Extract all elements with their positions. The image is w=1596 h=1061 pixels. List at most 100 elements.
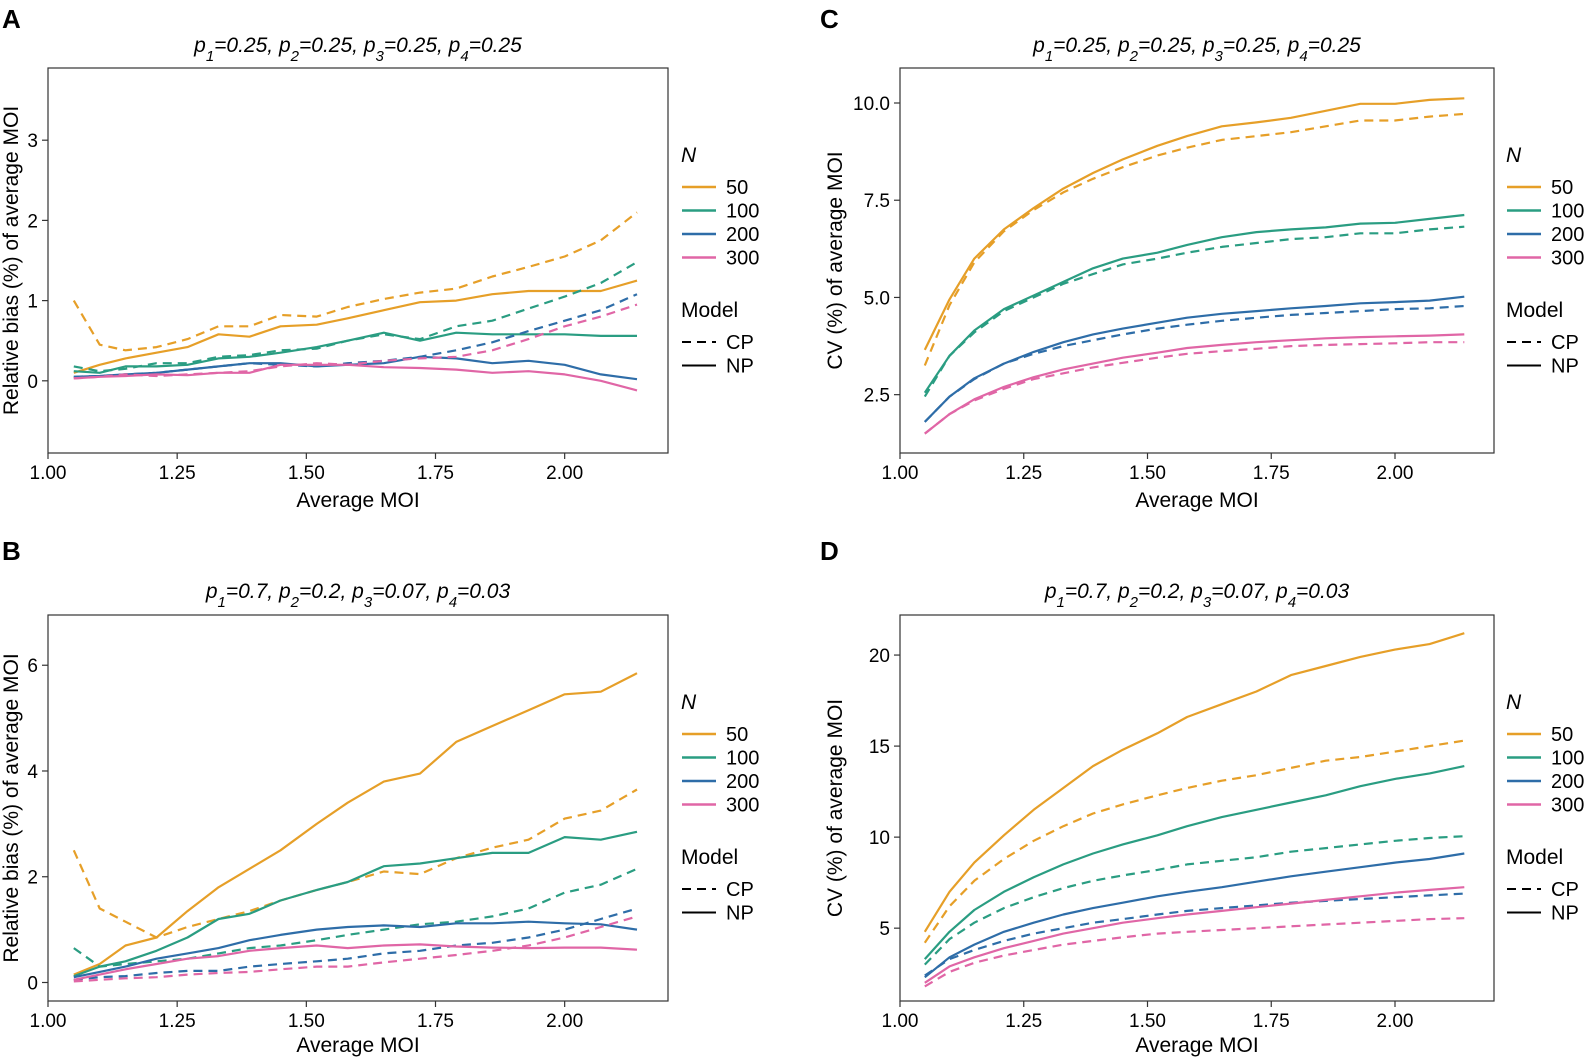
legend-label-np: NP xyxy=(726,903,754,925)
y-tick-label: 20 xyxy=(869,646,890,667)
y-tick-label: 4 xyxy=(27,762,38,783)
series-line-50-cp xyxy=(923,739,1465,944)
legend-title-n: N xyxy=(681,144,697,167)
legend-label-300: 300 xyxy=(726,795,759,817)
legend-title-model: Model xyxy=(1506,846,1563,869)
series-line-200-cp xyxy=(73,907,638,981)
legend-label-200: 200 xyxy=(726,771,759,793)
y-tick-label: 7.5 xyxy=(864,191,890,212)
x-tick-label: 2.00 xyxy=(546,1011,583,1032)
legend-label-50: 50 xyxy=(1551,177,1573,199)
x-tick-label: 1.00 xyxy=(882,463,919,484)
plot-frame xyxy=(47,67,669,454)
legend-title-n: N xyxy=(1506,144,1522,167)
legend-title-n: N xyxy=(681,691,697,714)
legend-title-model: Model xyxy=(681,846,738,869)
x-tick-label: 1.00 xyxy=(882,1011,919,1032)
series-line-300-cp xyxy=(73,915,638,983)
y-tick-label: 6 xyxy=(27,656,38,677)
legend-label-50: 50 xyxy=(726,724,748,746)
series-line-100-np xyxy=(73,830,638,978)
legend-label-200: 200 xyxy=(1551,771,1584,793)
series-line-300-np xyxy=(73,943,638,981)
series-line-100-np xyxy=(923,213,1465,394)
legend-label-300: 300 xyxy=(1551,248,1584,270)
series-line-50-cp xyxy=(923,112,1465,366)
series-line-100-np xyxy=(923,765,1465,960)
series-line-50-cp xyxy=(72,788,638,939)
plot-frame xyxy=(899,67,1495,454)
x-tick-label: 2.00 xyxy=(1377,463,1414,484)
series-line-300-np xyxy=(73,363,638,392)
legend-label-cp: CP xyxy=(1551,332,1579,354)
series-line-100-np xyxy=(73,331,637,374)
x-tick-label: 1.50 xyxy=(288,1011,325,1032)
panel-title: p1=0.25, p2=0.25, p3=0.25, p4=0.25 xyxy=(1032,34,1361,65)
y-tick-label: 1 xyxy=(27,292,38,313)
legend-label-300: 300 xyxy=(726,248,759,270)
legend-label-np: NP xyxy=(726,356,754,378)
legend-label-100: 100 xyxy=(726,201,759,223)
y-axis-label: CV (%) of average MOI xyxy=(824,151,847,369)
panel-letter: B xyxy=(2,536,21,566)
panel-c: Cp1=0.25, p2=0.25, p3=0.25, p4=0.25 1.00 1… xyxy=(820,4,1584,512)
series-line-200-np xyxy=(924,852,1465,979)
series-line-200-np xyxy=(73,920,638,979)
x-axis-label: Average MOI xyxy=(1135,489,1258,512)
panel-letter: A xyxy=(2,4,21,34)
series-line-50-np xyxy=(923,97,1465,351)
series-line-50-np xyxy=(923,632,1465,933)
series-line-200-cp xyxy=(924,892,1465,977)
x-axis-label: Average MOI xyxy=(296,489,419,512)
series-line-50-np xyxy=(73,279,638,374)
series-line-300-np xyxy=(924,886,1465,984)
y-tick-label: 2.5 xyxy=(864,386,890,407)
y-tick-label: 5 xyxy=(879,919,890,940)
panel-title: p1=0.25, p2=0.25, p3=0.25, p4=0.25 xyxy=(193,34,522,65)
x-tick-label: 1.25 xyxy=(1005,1011,1042,1032)
panel-a: Ap1=0.25, p2=0.25, p3=0.25, p4=0.25 1.00 1… xyxy=(0,4,759,512)
legend-label-np: NP xyxy=(1551,356,1579,378)
x-tick-label: 1.25 xyxy=(159,1011,196,1032)
x-tick-label: 1.00 xyxy=(30,1011,67,1032)
series-line-100-cp xyxy=(73,867,638,968)
y-tick-label: 2 xyxy=(27,211,38,232)
y-tick-label: 10.0 xyxy=(853,94,890,115)
series-line-300-cp xyxy=(924,917,1465,988)
series-line-50-np xyxy=(73,672,638,976)
y-tick-label: 0 xyxy=(27,372,38,393)
x-tick-label: 2.00 xyxy=(546,463,583,484)
legend-label-cp: CP xyxy=(726,332,754,354)
plot-frame xyxy=(47,614,669,1002)
y-axis-label: Relative bias (%) of average MOI xyxy=(0,106,23,415)
y-tick-label: 2 xyxy=(27,868,38,889)
legend-label-100: 100 xyxy=(1551,201,1584,223)
legend-label-cp: CP xyxy=(726,879,754,901)
legend-label-50: 50 xyxy=(1551,724,1573,746)
panel-title: p1=0.7, p2=0.2, p3=0.07, p4=0.03 xyxy=(1044,580,1350,611)
y-axis-label: CV (%) of average MOI xyxy=(824,699,847,917)
panel-d: Dp1=0.7, p2=0.2, p3=0.07, p4=0.03 1.00 1.2… xyxy=(820,536,1584,1057)
x-tick-label: 1.50 xyxy=(1129,1011,1166,1032)
legend-title-model: Model xyxy=(1506,299,1563,322)
series-line-300-cp xyxy=(924,341,1465,435)
panel-title: p1=0.7, p2=0.2, p3=0.07, p4=0.03 xyxy=(205,580,511,611)
series-line-300-np xyxy=(924,333,1465,435)
legend-label-np: NP xyxy=(1551,903,1579,925)
legend-label-100: 100 xyxy=(726,748,759,770)
plot-frame xyxy=(899,614,1495,1002)
x-tick-label: 1.50 xyxy=(1129,463,1166,484)
x-tick-label: 1.75 xyxy=(1253,463,1290,484)
x-tick-label: 1.75 xyxy=(1253,1011,1290,1032)
series-line-100-cp xyxy=(923,225,1465,398)
legend-title-model: Model xyxy=(681,299,738,322)
x-tick-label: 1.25 xyxy=(1005,463,1042,484)
x-axis-label: Average MOI xyxy=(296,1034,419,1057)
legend-label-100: 100 xyxy=(1551,748,1584,770)
x-tick-label: 2.00 xyxy=(1377,1011,1414,1032)
series-line-100-cp xyxy=(924,835,1465,966)
